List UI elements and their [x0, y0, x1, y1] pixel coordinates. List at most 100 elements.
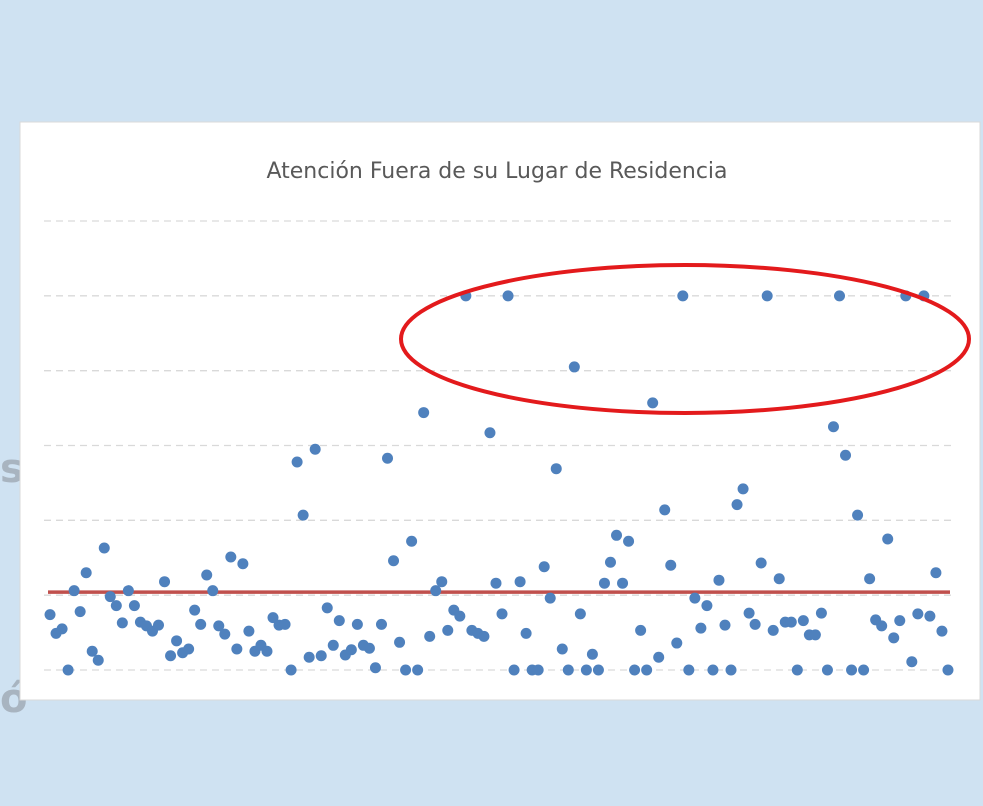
data-point: [755, 557, 767, 569]
data-point: [791, 664, 803, 676]
data-point: [833, 290, 845, 302]
data-point: [297, 509, 309, 521]
data-point: [761, 290, 773, 302]
data-point: [388, 555, 400, 567]
data-point: [827, 421, 839, 433]
plot: [44, 220, 954, 676]
data-point: [592, 664, 604, 676]
data-point: [243, 625, 255, 637]
data-point: [809, 629, 821, 641]
data-point: [375, 618, 387, 630]
data-point: [418, 407, 430, 419]
data-point: [629, 664, 641, 676]
data-point: [797, 615, 809, 627]
data-point: [604, 556, 616, 568]
data-point: [743, 607, 755, 619]
data-point: [496, 608, 508, 620]
data-point: [394, 636, 406, 648]
data-point: [821, 664, 833, 676]
data-point: [514, 576, 526, 588]
data-point: [719, 619, 731, 631]
data-point: [400, 664, 412, 676]
data-point: [665, 559, 677, 571]
data-point: [412, 664, 424, 676]
data-point: [502, 290, 514, 302]
data-point: [430, 585, 442, 597]
data-point: [562, 664, 574, 676]
data-point: [635, 624, 647, 636]
data-point: [544, 592, 556, 604]
data-point: [731, 499, 743, 511]
data-point: [882, 533, 894, 545]
data-point: [159, 576, 171, 588]
data-point: [846, 664, 858, 676]
data-point: [74, 606, 86, 618]
data-point: [44, 609, 56, 621]
data-point: [291, 456, 303, 468]
data-point: [815, 607, 827, 619]
data-point: [936, 625, 948, 637]
data-point: [478, 630, 490, 642]
data-point: [713, 574, 725, 586]
data-point: [116, 617, 128, 629]
data-point: [737, 483, 749, 495]
background-text: s: [0, 446, 24, 492]
data-point: [171, 635, 183, 647]
data-point: [261, 645, 273, 657]
data-point: [568, 361, 580, 373]
data-point: [840, 449, 852, 461]
data-point: [315, 650, 327, 662]
data-point: [189, 604, 201, 616]
data-point: [484, 427, 496, 439]
data-point: [195, 618, 207, 630]
data-point: [653, 651, 665, 663]
data-point: [647, 397, 659, 409]
data-point: [213, 620, 225, 632]
data-point: [912, 608, 924, 620]
data-point: [767, 624, 779, 636]
data-point: [701, 600, 713, 612]
data-point: [550, 463, 562, 475]
data-point: [942, 664, 954, 676]
data-point: [104, 591, 116, 603]
data-point: [930, 567, 942, 579]
data-point: [876, 620, 888, 632]
data-point: [424, 630, 436, 642]
data-point: [345, 644, 357, 656]
data-point: [351, 618, 363, 630]
data-point: [894, 615, 906, 627]
data-point: [86, 645, 98, 657]
data-point: [598, 577, 610, 589]
data-point: [538, 561, 550, 573]
data-point: [68, 585, 80, 597]
data-point: [267, 612, 279, 624]
data-point: [436, 576, 448, 588]
highlight-ellipse: [399, 263, 971, 415]
data-point: [520, 627, 532, 639]
data-point: [707, 664, 719, 676]
data-point: [56, 623, 68, 635]
data-point: [309, 443, 321, 455]
data-point: [924, 610, 936, 622]
data-point: [321, 602, 333, 614]
data-point: [207, 585, 219, 597]
data-point: [852, 509, 864, 521]
chart-title: Atención Fuera de su Lugar de Residencia: [266, 159, 727, 184]
data-point: [98, 542, 110, 554]
data-point: [671, 637, 683, 649]
data-point: [454, 610, 466, 622]
data-point: [556, 643, 568, 655]
data-point: [231, 643, 243, 655]
data-point: [864, 573, 876, 585]
data-point: [689, 592, 701, 604]
data-point: [406, 535, 418, 547]
data-point: [695, 622, 707, 634]
data-point: [586, 648, 598, 660]
data-point: [858, 664, 870, 676]
data-point: [225, 551, 237, 563]
data-point: [363, 642, 375, 654]
data-point: [303, 651, 315, 663]
data-point: [906, 656, 918, 668]
data-point: [128, 600, 140, 612]
